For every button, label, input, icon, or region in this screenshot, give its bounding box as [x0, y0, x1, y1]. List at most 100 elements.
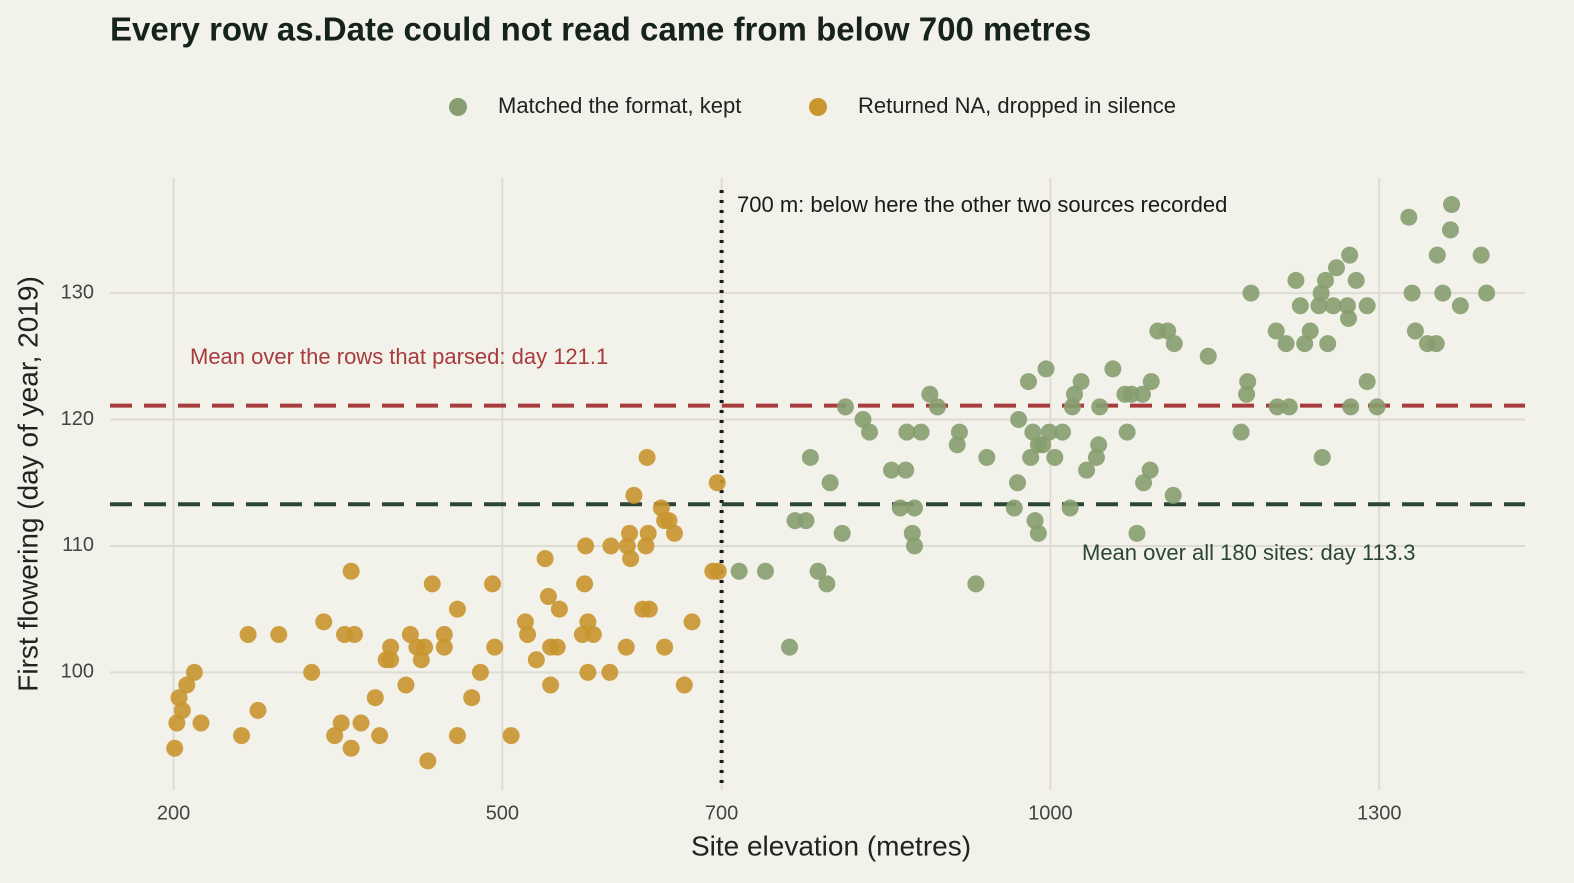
point — [1239, 373, 1257, 391]
point — [638, 448, 656, 466]
point — [625, 486, 643, 504]
point — [675, 676, 693, 694]
y-tick-label: 100 — [61, 661, 94, 683]
annotation: 700 m: below here the other two sources … — [737, 192, 1227, 217]
point — [1451, 297, 1469, 315]
point — [1078, 461, 1096, 479]
point — [1280, 398, 1298, 416]
point — [185, 663, 203, 681]
point — [536, 550, 554, 568]
point — [854, 411, 872, 429]
point — [1066, 385, 1084, 403]
point — [809, 562, 827, 580]
point — [1034, 436, 1052, 454]
point — [539, 588, 557, 606]
point — [1358, 373, 1376, 391]
point — [1347, 271, 1365, 289]
point — [665, 524, 683, 542]
legend-marker — [809, 98, 827, 116]
point — [1005, 499, 1023, 517]
point — [903, 524, 921, 542]
point — [352, 714, 370, 732]
point — [1268, 398, 1286, 416]
point — [471, 663, 489, 681]
point — [967, 575, 985, 593]
point — [1277, 335, 1295, 353]
point — [622, 550, 640, 568]
point — [1238, 385, 1256, 403]
y-tick-label: 130 — [61, 281, 94, 303]
point — [484, 575, 502, 593]
point — [1341, 246, 1359, 264]
point — [617, 638, 635, 656]
point — [1428, 246, 1446, 264]
point — [1301, 322, 1319, 340]
x-tick-label: 500 — [486, 802, 519, 824]
point — [891, 499, 909, 517]
point — [1135, 474, 1153, 492]
point — [730, 562, 748, 580]
point — [435, 625, 453, 643]
point — [448, 600, 466, 618]
point — [978, 448, 996, 466]
point — [397, 676, 415, 694]
point — [448, 727, 466, 745]
point — [326, 727, 344, 745]
point — [1159, 322, 1177, 340]
point — [781, 638, 799, 656]
point — [1287, 271, 1305, 289]
point — [1022, 448, 1040, 466]
point — [270, 625, 288, 643]
point — [1128, 524, 1146, 542]
legend-marker — [449, 98, 467, 116]
point — [315, 613, 333, 631]
point — [601, 663, 619, 681]
point — [1142, 373, 1160, 391]
point — [929, 398, 947, 416]
point — [577, 537, 595, 555]
point — [1199, 347, 1217, 365]
point — [519, 625, 537, 643]
point — [401, 625, 419, 643]
point — [382, 638, 400, 656]
point — [1010, 411, 1028, 429]
point — [836, 398, 854, 416]
legend-label: Returned NA, dropped in silence — [858, 93, 1176, 118]
point — [419, 752, 437, 770]
chart-title: Every row as.Date could not read came fr… — [110, 11, 1091, 48]
point — [797, 512, 815, 530]
point — [342, 562, 360, 580]
point — [516, 613, 534, 631]
point — [435, 638, 453, 656]
point — [548, 638, 566, 656]
point — [1427, 335, 1445, 353]
point — [345, 625, 363, 643]
point — [1091, 398, 1109, 416]
point — [1019, 373, 1037, 391]
point — [898, 423, 916, 441]
point — [882, 461, 900, 479]
y-tick-label: 110 — [62, 534, 94, 556]
annotation: Mean over all 180 sites: day 113.3 — [1082, 540, 1415, 565]
point — [1141, 461, 1159, 479]
point — [463, 689, 481, 707]
point — [821, 474, 839, 492]
point — [1472, 246, 1490, 264]
y-tick-label: 120 — [61, 408, 94, 430]
point — [1291, 297, 1309, 315]
point — [801, 448, 819, 466]
point — [906, 499, 924, 517]
point — [1327, 259, 1345, 277]
point — [1310, 297, 1328, 315]
point — [637, 537, 655, 555]
point — [249, 701, 267, 719]
point — [579, 663, 597, 681]
point — [1037, 360, 1055, 378]
point — [639, 524, 657, 542]
point — [1338, 297, 1356, 315]
point — [192, 714, 210, 732]
point — [1072, 373, 1090, 391]
point — [1029, 524, 1047, 542]
